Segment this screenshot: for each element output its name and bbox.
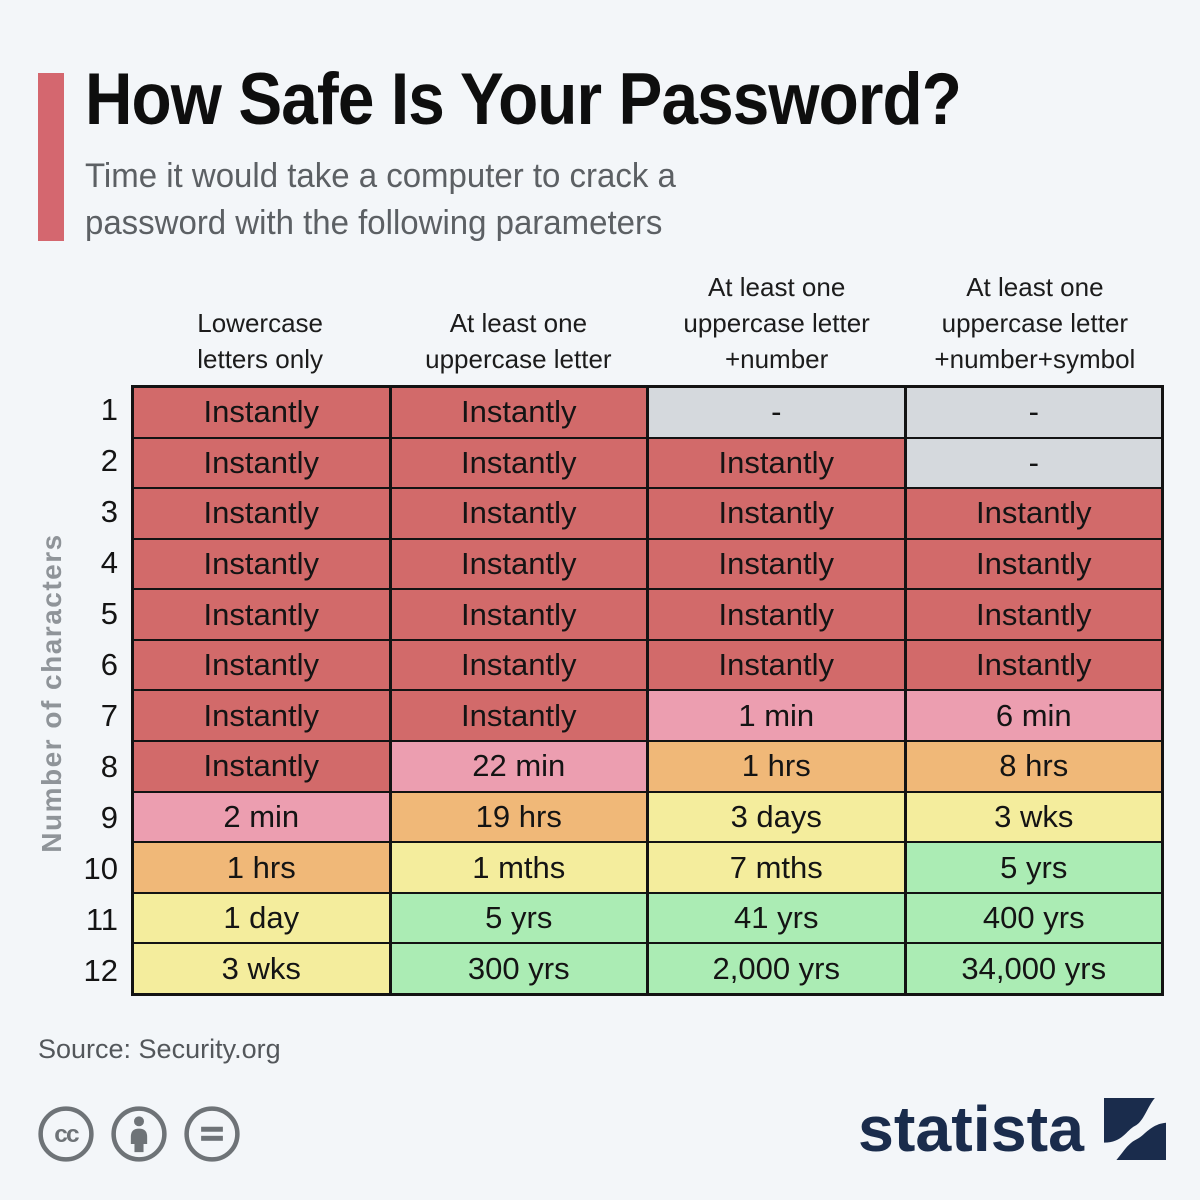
crack-time-cell: 7 mths [649,843,904,892]
crack-time-cell: Instantly [391,640,646,690]
crack-time-cell: 22 min [391,742,646,791]
crack-time-cell: 400 yrs [906,893,1161,943]
crack-time-cell: 3 wks [906,792,1161,842]
statista-wordmark: statista [858,1094,1084,1160]
crack-time-cell: Instantly [391,388,646,437]
crack-time-cell: 5 yrs [906,843,1161,892]
subtitle-line: Time it would take a computer to crack a [85,157,676,195]
subtitle-line: password with the following parameters [85,204,663,242]
crack-time-cell: 6 min [906,691,1161,741]
page-subtitle: Time it would take a computer to crack a… [85,153,676,247]
crack-time-cell: Instantly [906,590,1161,639]
crack-time-cell: 1 hrs [649,742,904,791]
page-title: How Safe Is Your Password? [85,59,962,140]
crack-time-cell: Instantly [391,539,646,589]
row-label: 11 [85,901,118,937]
column-headers: Lowercase letters only At least one upperca… [131,264,1164,382]
crack-time-cell: 2,000 yrs [649,944,904,993]
row-label: 12 [83,952,118,988]
statista-logo-mark [1104,1098,1166,1160]
y-axis-label: Number of characters [36,533,67,853]
row-label: 1 [100,392,118,428]
crack-time-cell: 3 days [649,792,904,842]
source-text: Source: Security.org [38,1034,281,1064]
row-label: 7 [100,697,118,733]
crack-time-cell: Instantly [134,388,389,437]
crack-time-cell: - [906,438,1161,488]
statista-logo: statista [858,1094,1166,1160]
crack-time-cell: Instantly [134,590,389,639]
crack-time-cell: Instantly [134,489,389,538]
row-label: 9 [100,799,118,835]
crack-time-cell: Instantly [391,590,646,639]
crack-time-cell: 2 min [134,792,389,842]
row-labels: 1 2 3 4 5 6 7 8 9 10 11 12 [60,385,118,996]
column-header: Lowercase letters only [197,308,323,374]
row-label: 4 [100,545,118,581]
crack-time-cell: Instantly [391,438,646,488]
crack-time-cell: Instantly [649,539,904,589]
crack-time-cell: 1 hrs [134,843,389,892]
crack-time-cell: 1 min [649,691,904,741]
crack-time-cell: Instantly [649,489,904,538]
crack-time-cell: 8 hrs [906,742,1161,791]
crack-time-cell: Instantly [906,640,1161,690]
crack-time-cell: Instantly [906,539,1161,589]
crack-time-cell: Instantly [134,539,389,589]
crack-time-cell: 300 yrs [391,944,646,993]
title-accent-bar [38,73,64,241]
crack-time-cell: Instantly [649,590,904,639]
crack-time-grid: Instantly Instantly - - Instantly Instantly In… [131,385,1164,996]
crack-time-cell: 1 day [134,893,389,943]
crack-time-cell: 41 yrs [649,893,904,943]
crack-time-cell: 3 wks [134,944,389,993]
crack-time-cell: Instantly [134,691,389,741]
column-header: At least one uppercase letter +number+symb… [934,272,1136,374]
row-label: 6 [100,647,118,683]
crack-time-cell: Instantly [391,489,646,538]
crack-time-cell: - [649,388,904,437]
cc-license-icons: cc [37,1105,241,1163]
statista-wordmark-text: statista [858,1094,1084,1160]
crack-time-cell: Instantly [134,438,389,488]
row-label: 10 [83,850,118,886]
crack-time-cell: Instantly [649,640,904,690]
attribution-icon [110,1105,168,1163]
crack-time-cell: Instantly [649,438,904,488]
crack-time-cell: Instantly [906,489,1161,538]
crack-time-cell: Instantly [134,640,389,690]
row-label: 2 [100,443,118,479]
row-label: 8 [100,748,118,784]
crack-time-cell: 34,000 yrs [906,944,1161,993]
crack-time-cell: 5 yrs [391,893,646,943]
row-label: 3 [100,494,118,530]
column-header: At least one uppercase letter +number [683,272,870,374]
crack-time-cell: 1 mths [391,843,646,892]
crack-time-cell: Instantly [391,691,646,741]
crack-time-cell: 19 hrs [391,792,646,842]
no-derivatives-icon [183,1105,241,1163]
row-label: 5 [100,596,118,632]
column-header: At least one uppercase letter [425,308,612,374]
crack-time-cell: Instantly [134,742,389,791]
svg-text:cc: cc [54,1121,79,1148]
crack-time-cell: - [906,388,1161,437]
cc-icon: cc [37,1105,95,1163]
